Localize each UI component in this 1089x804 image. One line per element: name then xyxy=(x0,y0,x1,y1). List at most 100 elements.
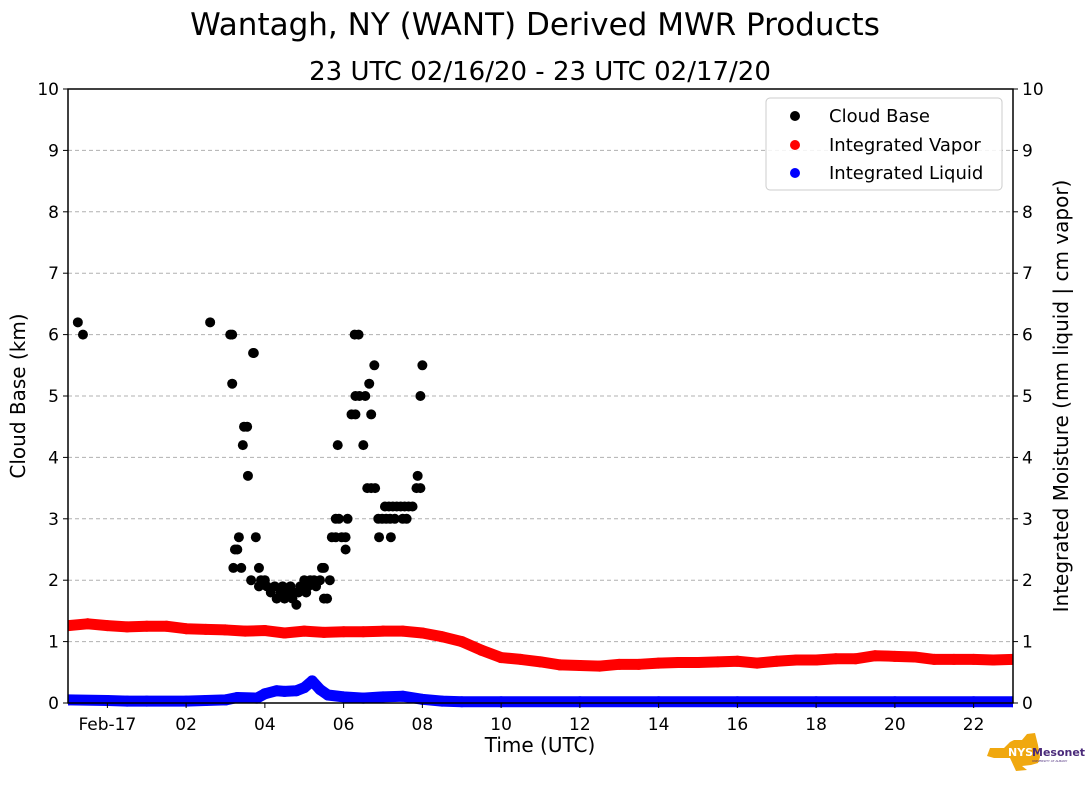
data-point xyxy=(613,658,625,670)
x-tick-label: 10 xyxy=(490,715,512,735)
cloud-base-point xyxy=(333,513,344,524)
data-point xyxy=(338,691,350,703)
data-point xyxy=(259,625,271,637)
legend-marker-integrated-liquid xyxy=(790,168,800,178)
data-point xyxy=(495,652,507,664)
legend-label-integrated-vapor: Integrated Vapor xyxy=(829,135,981,156)
y-tick-label-right: 6 xyxy=(1022,326,1033,346)
cloud-base-point xyxy=(205,317,216,328)
data-point xyxy=(771,655,783,667)
data-point xyxy=(377,691,389,703)
y-tick-label-right: 5 xyxy=(1022,387,1033,407)
x-tick-label: 12 xyxy=(569,715,591,735)
data-point xyxy=(535,656,546,668)
cloud-base-point xyxy=(342,513,353,524)
data-point xyxy=(968,653,980,665)
data-point xyxy=(1007,653,1013,665)
series-integrated-vapor xyxy=(68,618,1013,672)
data-point xyxy=(298,682,310,694)
y-tick-label-left: 4 xyxy=(48,448,59,468)
x-tick-label: 22 xyxy=(963,715,985,735)
cloud-base-point xyxy=(417,360,428,371)
data-point xyxy=(574,696,586,708)
cloud-base-point xyxy=(407,501,418,512)
y-tick-label-right: 7 xyxy=(1022,264,1033,284)
cloud-base-point xyxy=(401,513,412,524)
cloud-base-point xyxy=(246,575,257,586)
data-point xyxy=(322,689,334,701)
data-point xyxy=(790,654,802,666)
data-point xyxy=(712,656,724,668)
cloud-base-point xyxy=(237,440,248,451)
data-point xyxy=(948,653,960,665)
y-tick-label-left: 6 xyxy=(48,326,59,346)
data-point xyxy=(653,657,665,669)
data-point xyxy=(141,695,153,707)
cloud-base-point xyxy=(324,575,335,586)
x-tick-label: 16 xyxy=(727,715,749,735)
y-tick-label-right: 1 xyxy=(1022,633,1033,653)
y-axis-label-left: Cloud Base (km) xyxy=(6,313,30,478)
y-tick-label-right: 8 xyxy=(1022,203,1033,223)
data-point xyxy=(731,696,743,708)
data-point xyxy=(633,658,645,670)
cloud-base-point xyxy=(412,470,423,481)
data-point xyxy=(298,625,310,637)
data-point xyxy=(416,693,428,705)
data-point xyxy=(810,696,822,708)
cloud-base-point xyxy=(322,593,333,604)
chart-subtitle: 23 UTC 02/16/20 - 23 UTC 02/17/20 xyxy=(309,57,771,87)
cloud-base-point xyxy=(385,532,396,543)
data-point xyxy=(200,623,212,635)
cloud-base-point xyxy=(340,532,351,543)
cloud-base-point xyxy=(242,470,253,481)
cloud-base-point xyxy=(366,409,377,420)
data-point xyxy=(271,685,283,697)
y-tick-label-left: 3 xyxy=(48,510,59,530)
ny-state-shape-icon xyxy=(987,733,1040,771)
legend-label-cloud-base: Cloud Base xyxy=(829,106,930,127)
data-point xyxy=(121,621,133,633)
data-point xyxy=(82,618,94,630)
data-point xyxy=(200,695,212,707)
y-tick-label-right: 3 xyxy=(1022,510,1033,530)
cloud-base-point xyxy=(315,575,325,586)
y-tick-label-right: 9 xyxy=(1022,141,1033,161)
y-axis-label-right: Integrated Moisture (mm liquid | cm vapo… xyxy=(1049,180,1073,613)
data-point xyxy=(306,675,318,687)
cloud-base-point xyxy=(415,483,426,494)
data-point xyxy=(987,654,999,666)
cloud-base-point xyxy=(291,599,302,610)
data-point xyxy=(456,636,468,648)
data-point xyxy=(436,631,448,643)
grid-lines xyxy=(68,149,1013,643)
cloud-base-point xyxy=(232,544,243,555)
cloud-base-point xyxy=(364,378,375,389)
data-point xyxy=(314,683,326,695)
data-point xyxy=(869,650,881,662)
data-point xyxy=(574,660,586,672)
data-point xyxy=(475,644,487,656)
data-point xyxy=(928,653,940,665)
chart-title: Wantagh, NY (WANT) Derived MWR Products xyxy=(190,7,880,43)
y-tick-label-right: 10 xyxy=(1022,80,1044,100)
data-point xyxy=(456,696,468,708)
logo-text-nys: NYS xyxy=(1008,746,1033,759)
data-point xyxy=(889,696,901,708)
y-tick-label-left: 5 xyxy=(48,387,59,407)
cloud-base-point xyxy=(415,391,426,401)
y-tick-label-left: 1 xyxy=(48,633,59,653)
cloud-base-point xyxy=(358,440,369,451)
cloud-base-point xyxy=(389,513,400,524)
data-point xyxy=(318,626,330,638)
data-point xyxy=(279,627,291,639)
x-tick-label: 18 xyxy=(805,715,827,735)
data-point xyxy=(515,653,527,665)
legend-label-integrated-liquid: Integrated Liquid xyxy=(829,163,983,184)
data-point xyxy=(554,659,566,671)
data-point xyxy=(141,620,153,632)
data-point xyxy=(239,625,251,637)
data-point xyxy=(279,685,291,697)
cloud-base-point xyxy=(236,562,247,573)
